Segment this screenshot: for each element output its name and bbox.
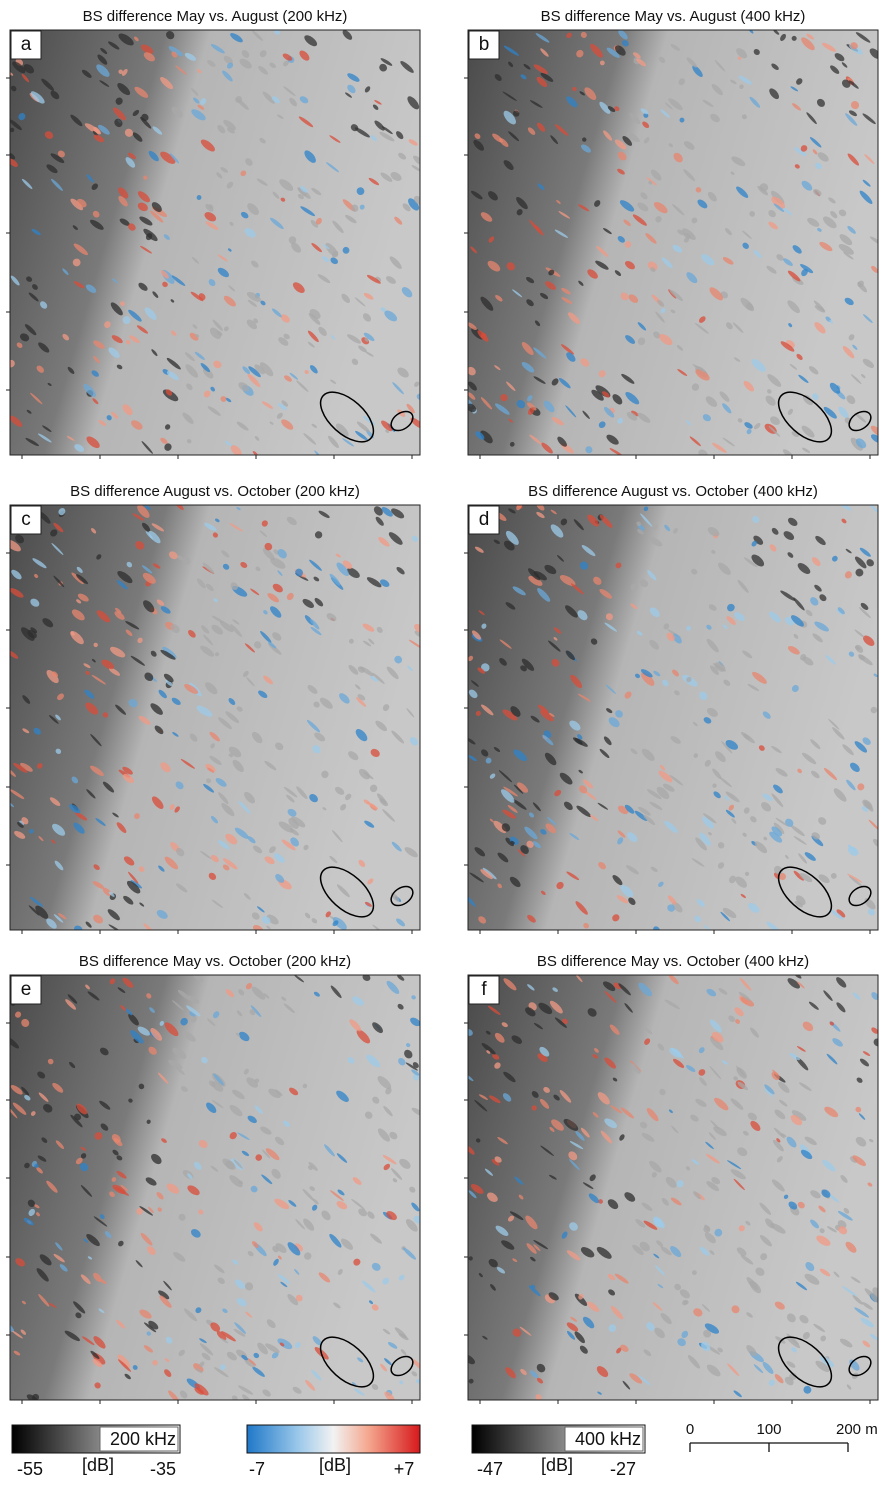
figure: 200 kHz -55 [dB] -35 -7 [dB] +7 400 kHz …	[0, 0, 883, 1481]
colorbar-max: -35	[150, 1459, 176, 1479]
scale-label: 200 m	[836, 1421, 878, 1438]
panel-title: BS difference May vs. August (400 kHz)	[541, 8, 806, 25]
colorbar-unit: [dB]	[541, 1455, 573, 1475]
map-panel: e	[4, 970, 425, 1405]
map-image	[462, 500, 882, 934]
map-background	[468, 30, 878, 455]
panel-label: d	[479, 509, 490, 530]
scale-label: 0	[686, 1421, 694, 1438]
map-image	[4, 28, 426, 460]
panel-title: BS difference August vs. October (400 kH…	[528, 483, 818, 500]
panel-title: BS difference May vs. October (200 kHz)	[79, 953, 351, 970]
map-image	[4, 499, 425, 935]
colorbar-min: -55	[17, 1459, 43, 1479]
page: {"panels": [ {"label": "a", "title": "BS…	[0, 0, 883, 1481]
map-panel: b	[462, 28, 883, 462]
colorbar-difference	[247, 1425, 420, 1453]
colorbar-unit: [dB]	[82, 1455, 114, 1475]
colorbar-min: -7	[249, 1459, 265, 1479]
map-background	[10, 505, 420, 930]
panel-title: BS difference August vs. October (200 kH…	[70, 483, 360, 500]
map-image	[4, 970, 425, 1405]
colorbar-unit: [dB]	[319, 1455, 351, 1475]
scale-bar	[690, 1443, 848, 1452]
panel-label: b	[479, 34, 490, 55]
panel-title: BS difference May vs. October (400 kHz)	[537, 953, 809, 970]
colorbar-title: 200 kHz	[110, 1429, 176, 1449]
panel-label: a	[21, 34, 32, 55]
map-background	[10, 30, 420, 455]
colorbar-max: +7	[394, 1459, 415, 1479]
map-panel: d	[462, 500, 882, 934]
map-panel: a	[4, 28, 426, 460]
map-image	[462, 972, 883, 1402]
scale-label: 100	[756, 1421, 781, 1438]
panel-label: e	[21, 979, 32, 1000]
colorbar-max: -27	[610, 1459, 636, 1479]
map-panel: c	[4, 499, 425, 935]
colorbar-title: 400 kHz	[575, 1429, 641, 1449]
panel-label: f	[481, 979, 487, 1000]
map-panel: f	[462, 972, 883, 1404]
map-image	[462, 28, 883, 462]
colorbar-min: -47	[477, 1459, 503, 1479]
panel-label: c	[21, 509, 31, 530]
panel-title: BS difference May vs. August (200 kHz)	[83, 8, 348, 25]
